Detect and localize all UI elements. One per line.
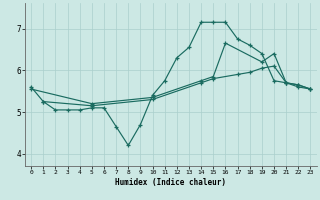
X-axis label: Humidex (Indice chaleur): Humidex (Indice chaleur) <box>115 178 226 187</box>
